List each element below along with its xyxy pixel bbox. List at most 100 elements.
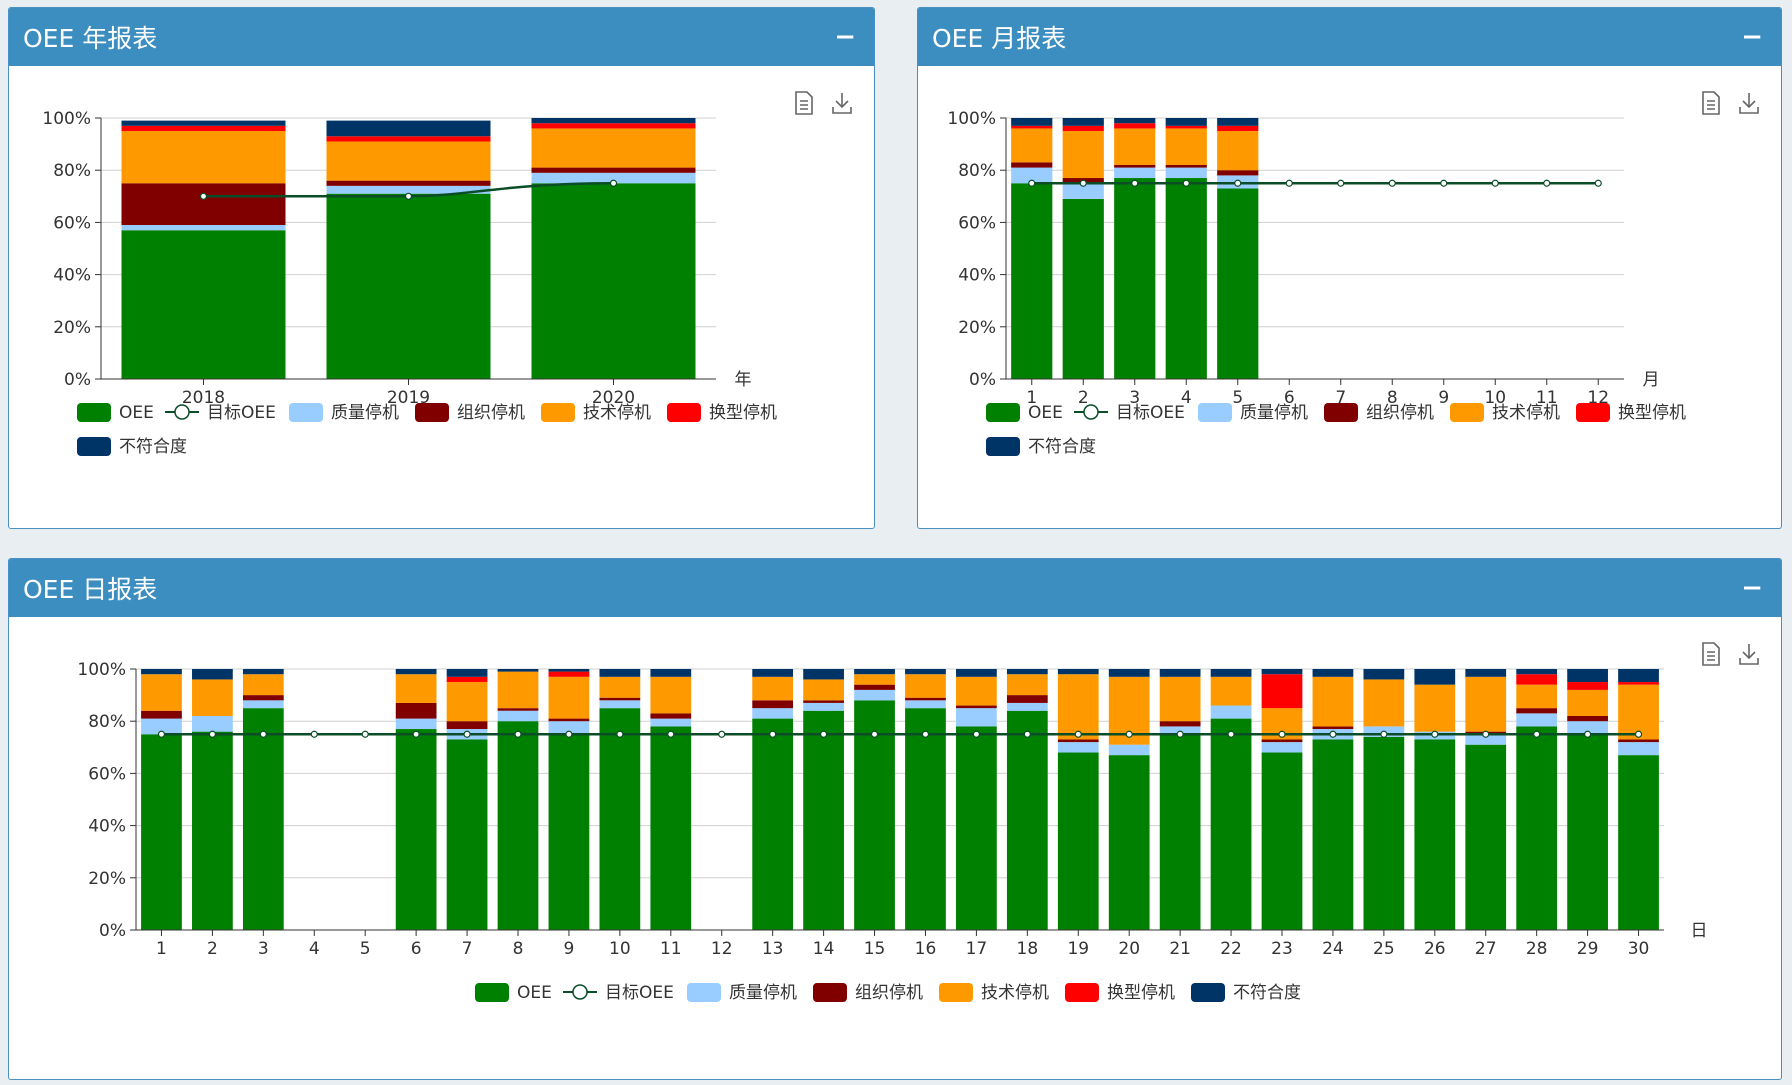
legend-item[interactable]: OEE	[986, 403, 1063, 423]
target-oee-point[interactable]	[1278, 730, 1286, 738]
bar-segment-技术停机[interactable]	[1363, 679, 1405, 727]
download-icon[interactable]	[830, 90, 854, 116]
target-oee-point[interactable]	[1028, 179, 1036, 187]
bar-segment-不符合度[interactable]	[1210, 669, 1252, 677]
target-oee-point[interactable]	[769, 730, 777, 738]
bar-segment-质量停机[interactable]	[1114, 167, 1156, 179]
bar-segment-质量停机[interactable]	[1011, 167, 1053, 184]
bar-segment-质量停机[interactable]	[1108, 744, 1150, 756]
bar-segment-不符合度[interactable]	[1261, 669, 1303, 675]
bar-segment-不符合度[interactable]	[1165, 118, 1207, 126]
target-oee-point[interactable]	[1234, 179, 1242, 187]
bar-segment-技术停机[interactable]	[1159, 676, 1201, 722]
bar-segment-组织停机[interactable]	[599, 697, 641, 701]
bar-segment-OEE[interactable]	[1057, 752, 1099, 930]
bar-segment-组织停机[interactable]	[1159, 721, 1201, 727]
legend-item[interactable]: 换型停机	[667, 403, 777, 423]
bar-segment-技术停机[interactable]	[141, 674, 182, 711]
bar-segment-OEE[interactable]	[1062, 198, 1104, 379]
bar-segment-不符合度[interactable]	[1062, 118, 1104, 126]
bar-segment-组织停机[interactable]	[905, 697, 946, 701]
bar-segment-换型停机[interactable]	[446, 676, 488, 683]
target-oee-point[interactable]	[1533, 730, 1541, 738]
target-oee-point[interactable]	[1337, 179, 1345, 187]
bar-segment-质量停机[interactable]	[650, 718, 692, 727]
bar-segment-技术停机[interactable]	[531, 128, 696, 168]
bar-segment-不符合度[interactable]	[1006, 669, 1048, 675]
bar-segment-组织停机[interactable]	[1567, 715, 1608, 722]
target-oee-point[interactable]	[1329, 730, 1337, 738]
bar-segment-不符合度[interactable]	[121, 120, 286, 126]
bar-segment-不符合度[interactable]	[242, 669, 284, 675]
bar-segment-不符合度[interactable]	[1465, 669, 1507, 677]
bar-segment-不符合度[interactable]	[599, 669, 641, 677]
target-oee-point[interactable]	[1634, 730, 1643, 738]
bar-segment-技术停机[interactable]	[1465, 676, 1507, 732]
bar-segment-技术停机[interactable]	[1006, 674, 1048, 696]
bar-segment-技术停机[interactable]	[650, 676, 692, 714]
data-view-icon[interactable]	[792, 90, 816, 116]
month-collapse-button[interactable]: −	[1741, 22, 1763, 52]
target-oee-point[interactable]	[412, 730, 420, 738]
bar-segment-组织停机[interactable]	[1516, 708, 1558, 714]
bar-segment-质量停机[interactable]	[1210, 705, 1252, 719]
bar-segment-OEE[interactable]	[242, 708, 284, 930]
bar-segment-技术停机[interactable]	[1567, 689, 1608, 716]
legend-item[interactable]: OEE	[475, 983, 552, 1003]
bar-segment-质量停机[interactable]	[497, 710, 539, 722]
bar-segment-组织停机[interactable]	[1006, 695, 1048, 703]
legend-item[interactable]: 技术停机	[1450, 403, 1560, 423]
bar-segment-OEE[interactable]	[1165, 178, 1207, 379]
target-oee-point[interactable]	[157, 730, 166, 738]
legend-item[interactable]: 组织停机	[813, 983, 923, 1003]
bar-segment-不符合度[interactable]	[752, 669, 794, 677]
bar-segment-技术停机[interactable]	[1217, 131, 1259, 171]
legend-item[interactable]: 换型停机	[1576, 403, 1686, 423]
bar-segment-换型停机[interactable]	[1062, 125, 1104, 132]
bar-segment-OEE[interactable]	[599, 708, 641, 930]
bar-segment-质量停机[interactable]	[1618, 742, 1659, 756]
bar-segment-技术停机[interactable]	[1618, 684, 1659, 740]
bar-segment-换型停机[interactable]	[1261, 674, 1303, 709]
bar-segment-组织停机[interactable]	[1165, 164, 1207, 168]
bar-segment-OEE[interactable]	[1114, 178, 1156, 379]
bar-segment-组织停机[interactable]	[497, 708, 539, 711]
bar-segment-技术停机[interactable]	[1062, 131, 1104, 179]
bar-segment-换型停机[interactable]	[548, 671, 590, 677]
bar-segment-技术停机[interactable]	[1011, 128, 1053, 163]
bar-segment-不符合度[interactable]	[956, 669, 997, 677]
target-oee-point[interactable]	[1176, 730, 1184, 738]
bar-segment-OEE[interactable]	[650, 726, 692, 930]
bar-segment-OEE[interactable]	[1567, 734, 1608, 930]
bar-segment-质量停机[interactable]	[854, 689, 895, 701]
data-view-icon[interactable]	[1699, 90, 1723, 116]
bar-segment-OEE[interactable]	[1006, 710, 1048, 930]
bar-segment-组织停机[interactable]	[326, 180, 491, 186]
bar-segment-技术停机[interactable]	[599, 676, 641, 698]
target-oee-point[interactable]	[972, 730, 981, 738]
target-oee-point[interactable]	[1482, 730, 1490, 738]
target-oee-point[interactable]	[208, 730, 216, 738]
target-oee-point[interactable]	[1131, 179, 1139, 187]
bar-segment-质量停机[interactable]	[395, 718, 437, 730]
bar-segment-组织停机[interactable]	[1057, 739, 1099, 743]
data-view-icon[interactable]	[1699, 641, 1723, 667]
target-oee-point[interactable]	[1431, 730, 1439, 738]
target-oee-point[interactable]	[1079, 179, 1087, 187]
bar-segment-OEE[interactable]	[497, 721, 539, 930]
bar-segment-OEE[interactable]	[1210, 718, 1252, 930]
bar-segment-不符合度[interactable]	[1516, 669, 1558, 675]
bar-segment-不符合度[interactable]	[446, 669, 488, 677]
bar-segment-质量停机[interactable]	[242, 700, 284, 709]
bar-segment-不符合度[interactable]	[395, 669, 437, 675]
legend-item[interactable]: 不符合度	[77, 437, 187, 457]
bar-segment-质量停机[interactable]	[905, 700, 946, 709]
bar-segment-不符合度[interactable]	[650, 669, 692, 677]
bar-segment-换型停机[interactable]	[1165, 125, 1207, 129]
bar-segment-不符合度[interactable]	[1011, 118, 1053, 126]
bar-segment-技术停机[interactable]	[854, 674, 895, 685]
target-oee-point[interactable]	[404, 192, 413, 200]
bar-segment-OEE[interactable]	[1465, 744, 1507, 930]
legend-item[interactable]: 技术停机	[939, 983, 1049, 1003]
bar-segment-不符合度[interactable]	[192, 669, 233, 680]
